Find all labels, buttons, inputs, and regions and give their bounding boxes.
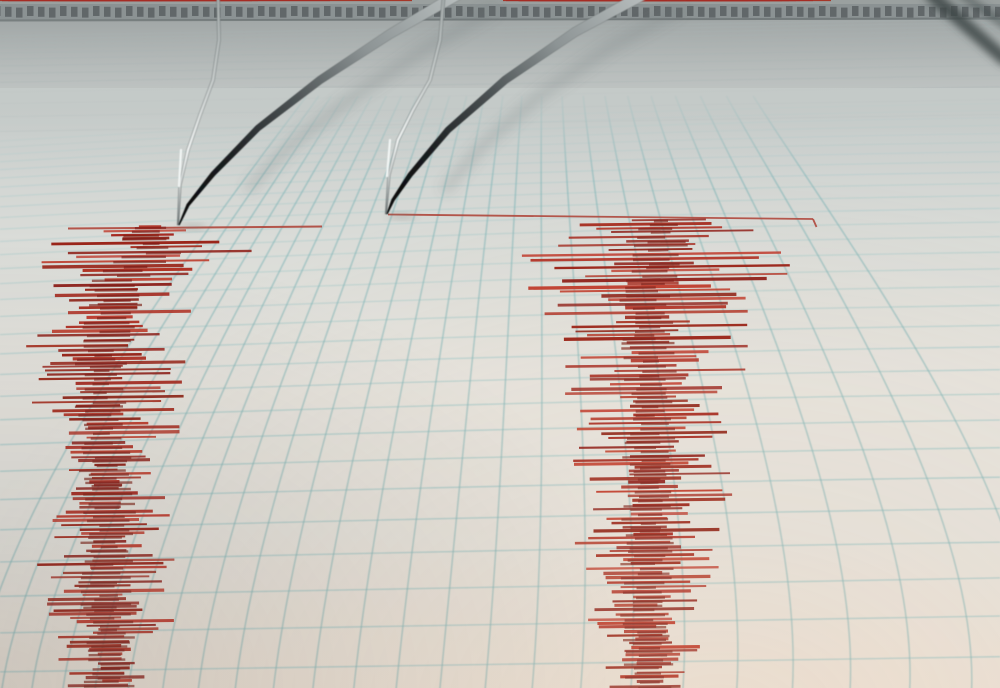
seismograph-photo: [0, 0, 1000, 688]
corner-vignette: [0, 0, 1000, 688]
seismograph-screenshot: [0, 0, 1000, 688]
